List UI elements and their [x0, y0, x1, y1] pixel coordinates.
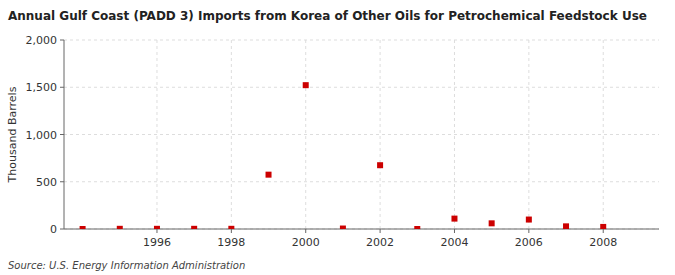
y-tick-label: 1,500 — [26, 81, 58, 94]
point — [117, 226, 123, 229]
title: Annual Gulf Coast (PADD 3) Imports from … — [8, 9, 647, 23]
x-grid-line — [305, 40, 306, 229]
y-tick-label: 500 — [36, 176, 57, 189]
y-tick-label: 1,000 — [26, 129, 58, 142]
x-tick-label: 2002 — [366, 236, 394, 249]
x-tick-label: 1998 — [217, 236, 245, 249]
grid — [64, 40, 659, 229]
point — [340, 226, 346, 229]
y-grid-line — [64, 181, 659, 182]
y-axis-line — [64, 40, 65, 229]
point — [80, 226, 86, 229]
x-grid-line — [454, 40, 455, 229]
point — [526, 217, 532, 223]
x-tick-label: 2000 — [292, 236, 320, 249]
axes: 0 500 1,000 1,500 2,000 1996 1998 2000 2002 2004 2… — [26, 34, 660, 249]
y-tick — [60, 229, 64, 230]
x-tick — [380, 229, 381, 233]
point — [451, 216, 457, 222]
points — [80, 82, 607, 229]
x-axis-line — [64, 229, 659, 230]
point — [563, 223, 569, 229]
y-axis-label: Thousand Barrels — [6, 86, 19, 183]
point — [414, 226, 420, 229]
x-grid-line — [156, 40, 157, 229]
x-grid-line — [528, 40, 529, 229]
source-note: Source: U.S. Energy Information Administ… — [8, 260, 245, 271]
x-tick-label: 2008 — [589, 236, 617, 249]
y-grid-line — [64, 134, 659, 135]
y-tick — [60, 181, 64, 182]
y-grid-line — [64, 229, 659, 230]
x-tick — [528, 229, 529, 233]
x-tick — [231, 229, 232, 233]
point — [600, 224, 606, 229]
point — [303, 82, 309, 88]
point — [489, 220, 495, 226]
point — [191, 226, 197, 229]
chart-container: 0 500 1,000 1,500 2,000 1996 1998 2000 2002 2004 2… — [0, 0, 675, 275]
x-tick — [156, 229, 157, 233]
point — [266, 172, 272, 178]
y-grid-line — [64, 40, 659, 41]
x-tick — [305, 229, 306, 233]
y-tick-label: 0 — [50, 223, 57, 236]
x-grid-line — [603, 40, 604, 229]
y-tick — [60, 87, 64, 88]
point — [154, 226, 160, 229]
x-tick-label: 2004 — [440, 236, 468, 249]
y-tick-label: 2,000 — [26, 34, 58, 47]
x-grid-line — [231, 40, 232, 229]
point — [377, 162, 383, 168]
point — [228, 226, 234, 229]
x-tick-label: 2006 — [515, 236, 543, 249]
chart-svg: 0 500 1,000 1,500 2,000 1996 1998 2000 2002 2004 2… — [0, 0, 675, 275]
y-grid-line — [64, 87, 659, 88]
y-tick — [60, 134, 64, 135]
x-tick — [603, 229, 604, 233]
x-tick — [454, 229, 455, 233]
y-tick — [60, 40, 64, 41]
x-tick-label: 1996 — [143, 236, 171, 249]
x-grid-line — [380, 40, 381, 229]
